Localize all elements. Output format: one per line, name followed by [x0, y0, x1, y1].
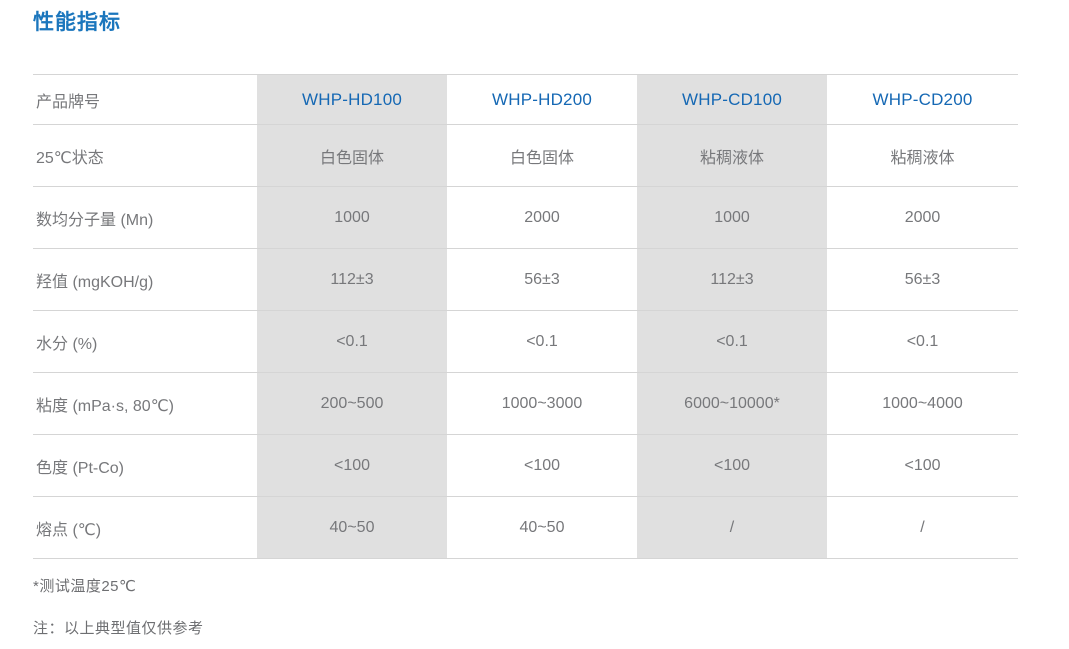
cell-value: 1000: [257, 186, 447, 249]
column-header-whp-cd100: WHP-CD100: [637, 74, 827, 125]
column-header-whp-hd100: WHP-HD100: [257, 74, 447, 125]
cell-value: 粘稠液体: [637, 124, 827, 187]
cell-value: <100: [257, 434, 447, 497]
footnote-test-temperature: *测试温度25℃: [33, 578, 137, 595]
row-label: 数均分子量 (Mn): [33, 186, 257, 249]
row-label: 25℃状态: [33, 124, 257, 187]
cell-value: <100: [827, 434, 1018, 497]
cell-value: 粘稠液体: [827, 124, 1018, 187]
cell-value: /: [827, 496, 1018, 559]
cell-value: <100: [637, 434, 827, 497]
cell-value: <0.1: [447, 310, 637, 373]
cell-value: 112±3: [637, 248, 827, 311]
header-label: 产品牌号: [33, 74, 257, 125]
row-label: 粘度 (mPa·s, 80℃): [33, 372, 257, 435]
row-label: 水分 (%): [33, 310, 257, 373]
footnote-typical-values-note: 注：以上典型值仅供参考: [33, 620, 204, 637]
cell-value: /: [637, 496, 827, 559]
cell-value: 2000: [827, 186, 1018, 249]
page-title: 性能指标: [33, 11, 121, 34]
table-row-moisture: 水分 (%) <0.1 <0.1 <0.1 <0.1: [33, 310, 1018, 373]
performance-spec-table: 产品牌号 WHP-HD100 WHP-HD200 WHP-CD100 WHP-C…: [33, 74, 1018, 559]
cell-value: 40~50: [257, 496, 447, 559]
cell-value: 56±3: [447, 248, 637, 311]
cell-value: 白色固体: [447, 124, 637, 187]
cell-value: 56±3: [827, 248, 1018, 311]
column-header-whp-cd200: WHP-CD200: [827, 74, 1018, 125]
cell-value: 白色固体: [257, 124, 447, 187]
cell-value: <0.1: [827, 310, 1018, 373]
cell-value: 40~50: [447, 496, 637, 559]
row-label: 羟值 (mgKOH/g): [33, 248, 257, 311]
cell-value: 112±3: [257, 248, 447, 311]
table-row-hydroxyl-value: 羟值 (mgKOH/g) 112±3 56±3 112±3 56±3: [33, 248, 1018, 311]
column-header-whp-hd200: WHP-HD200: [447, 74, 637, 125]
row-label: 熔点 (℃): [33, 496, 257, 559]
table-row-state-25c: 25℃状态 白色固体 白色固体 粘稠液体 粘稠液体: [33, 124, 1018, 187]
cell-value: 1000: [637, 186, 827, 249]
table-row-color-pt-co: 色度 (Pt-Co) <100 <100 <100 <100: [33, 434, 1018, 497]
row-label: 色度 (Pt-Co): [33, 434, 257, 497]
cell-value: 1000~4000: [827, 372, 1018, 435]
cell-value: 2000: [447, 186, 637, 249]
cell-value: 1000~3000: [447, 372, 637, 435]
table-header-row: 产品牌号 WHP-HD100 WHP-HD200 WHP-CD100 WHP-C…: [33, 74, 1018, 125]
cell-value: <100: [447, 434, 637, 497]
cell-value: 200~500: [257, 372, 447, 435]
cell-value: <0.1: [637, 310, 827, 373]
table-row-molecular-weight: 数均分子量 (Mn) 1000 2000 1000 2000: [33, 186, 1018, 249]
cell-value: 6000~10000*: [637, 372, 827, 435]
table-row-melting-point: 熔点 (℃) 40~50 40~50 / /: [33, 496, 1018, 559]
table-row-viscosity: 粘度 (mPa·s, 80℃) 200~500 1000~3000 6000~1…: [33, 372, 1018, 435]
cell-value: <0.1: [257, 310, 447, 373]
